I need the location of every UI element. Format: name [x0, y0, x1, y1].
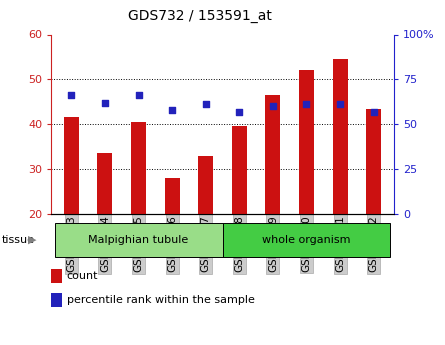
Bar [165, 178, 180, 214]
Text: GDS732 / 153591_at: GDS732 / 153591_at [128, 9, 272, 23]
Point [68, 93, 75, 98]
Bar [97, 153, 113, 214]
Point [236, 109, 243, 115]
Bar [299, 70, 314, 214]
Bar [64, 117, 79, 214]
Point [269, 104, 276, 109]
Point [135, 93, 142, 98]
Text: whole organism: whole organism [262, 235, 351, 245]
Bar [332, 59, 348, 214]
Point [202, 102, 209, 107]
Point [303, 102, 310, 107]
Point [101, 100, 109, 106]
Text: count: count [67, 271, 98, 281]
Point [169, 107, 176, 112]
Bar [55, 223, 222, 257]
Text: percentile rank within the sample: percentile rank within the sample [67, 295, 255, 305]
Bar [198, 156, 213, 214]
Bar [222, 223, 390, 257]
Bar [232, 126, 247, 214]
Text: Malpighian tubule: Malpighian tubule [89, 235, 189, 245]
Text: tissue: tissue [2, 235, 35, 245]
Point [336, 102, 344, 107]
Bar [131, 122, 146, 214]
Bar [366, 108, 381, 214]
Point [370, 109, 377, 115]
Text: ▶: ▶ [28, 235, 36, 245]
Bar [265, 95, 280, 214]
